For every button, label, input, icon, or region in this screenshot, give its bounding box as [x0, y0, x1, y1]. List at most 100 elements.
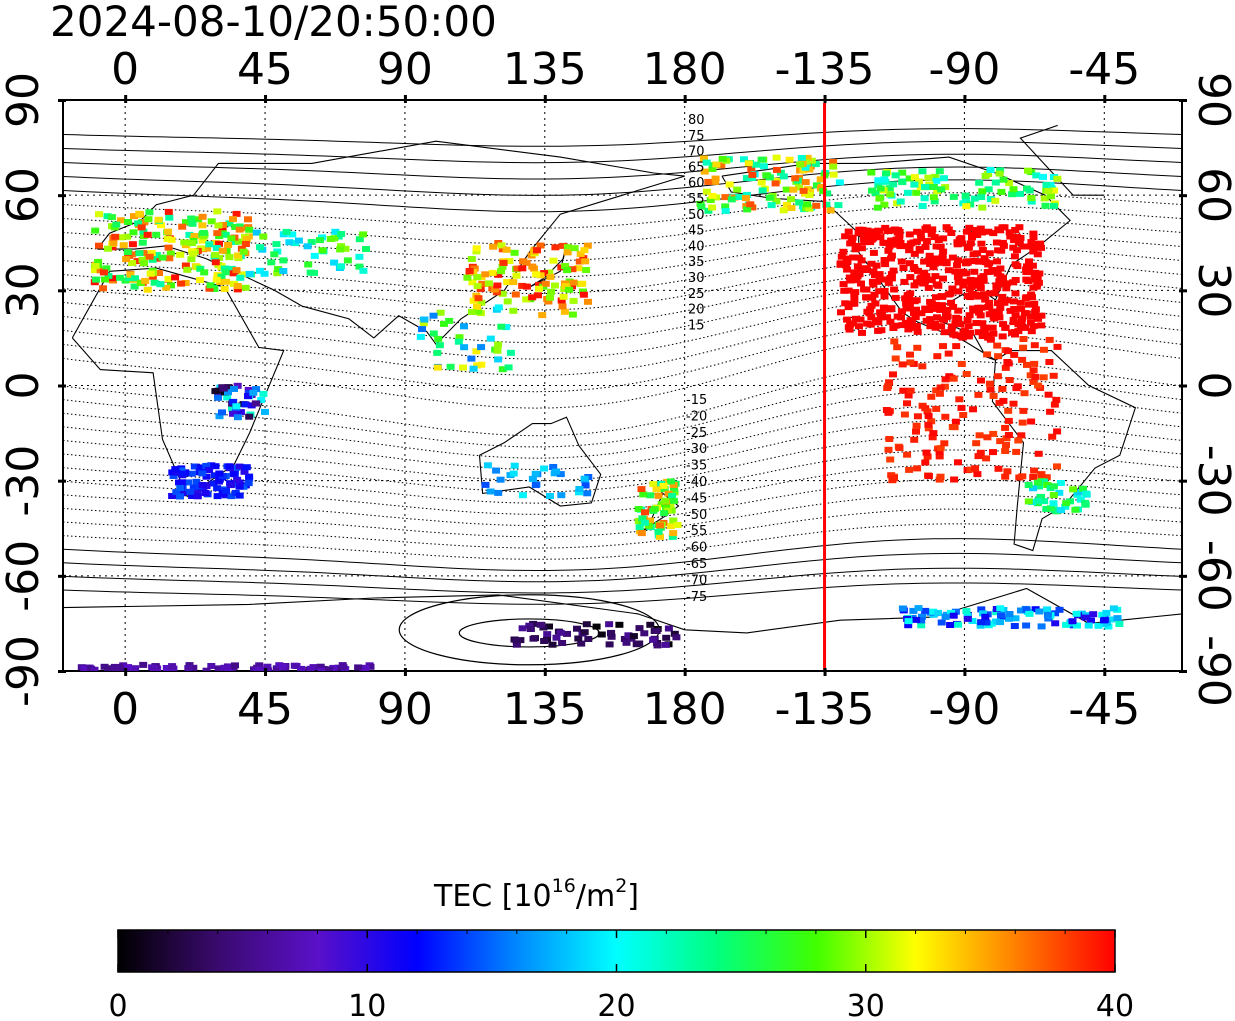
tec-cell — [147, 250, 156, 257]
tec-cell — [886, 275, 895, 281]
tec-cell — [509, 307, 518, 314]
tec-cell — [143, 286, 152, 293]
tec-cell — [906, 359, 915, 366]
tec-cell — [765, 194, 774, 201]
tec-cell — [136, 280, 145, 287]
tec-cell — [1009, 186, 1018, 193]
tec-cell — [435, 342, 444, 349]
tec-cell — [875, 288, 884, 295]
tec-cell — [897, 258, 906, 265]
tec-cell — [241, 241, 250, 247]
tec-cell — [934, 609, 943, 616]
tec-cell — [787, 205, 796, 211]
contour-label-north: 65 — [688, 160, 705, 175]
tec-cell — [905, 292, 913, 299]
tec-cell — [134, 220, 143, 227]
left-tick-label: 60 — [0, 167, 49, 223]
tec-cell — [888, 477, 897, 484]
tec-cell — [511, 291, 520, 298]
tec-cell — [963, 615, 972, 622]
tec-cell — [256, 267, 264, 274]
tec-cell — [949, 303, 958, 310]
tec-cell — [288, 231, 297, 238]
tec-cell — [235, 492, 244, 499]
tec-cell — [670, 485, 678, 492]
tec-cell — [942, 309, 951, 316]
tec-cell — [1034, 382, 1043, 389]
tec-cell — [1032, 172, 1041, 179]
tec-cell — [885, 379, 894, 386]
tec-cell — [1037, 474, 1046, 481]
tec-cell — [224, 242, 233, 248]
contour-line — [63, 153, 1182, 180]
tec-cell — [581, 258, 590, 265]
tec-cell — [850, 269, 859, 276]
tec-cell — [943, 313, 952, 320]
bottom-tick-label: 90 — [377, 684, 433, 735]
tec-cell — [891, 322, 900, 329]
contour-label-south: -40 — [686, 475, 707, 490]
tec-cell — [157, 222, 165, 229]
tec-cell — [957, 270, 966, 277]
tec-cell — [757, 156, 766, 163]
tec-cell — [1042, 506, 1051, 512]
tec-cell — [582, 267, 591, 273]
tec-cell — [966, 329, 974, 336]
tec-cell — [551, 282, 559, 289]
tec-cell — [898, 361, 907, 368]
tec-cell — [1019, 344, 1028, 351]
tec-cell — [518, 265, 527, 272]
coastline — [63, 587, 1182, 634]
tec-cell — [973, 471, 982, 478]
tec-cell — [193, 493, 202, 500]
tec-cell — [171, 466, 180, 473]
tec-cell — [993, 284, 1002, 291]
tec-cell — [871, 272, 879, 278]
tec-cell — [233, 476, 242, 483]
tec-cell — [727, 196, 736, 203]
tec-cell — [874, 319, 883, 326]
tec-cell — [977, 194, 986, 200]
tec-cell — [503, 279, 512, 286]
tec-cell — [1018, 419, 1027, 426]
tec-cell — [1073, 622, 1081, 629]
tec-cell — [976, 449, 985, 456]
tec-cell — [921, 607, 930, 614]
tec-cell — [913, 344, 922, 351]
contour-label-south: -55 — [686, 524, 707, 539]
tec-cell — [1012, 448, 1021, 455]
tec-cell — [885, 243, 894, 250]
tec-cell — [1005, 615, 1013, 622]
tec-cell — [829, 159, 838, 165]
tec-cell — [880, 201, 889, 208]
tec-cell — [843, 316, 852, 323]
tec-cell — [224, 389, 232, 396]
tec-cell — [700, 168, 709, 175]
contour-line — [63, 128, 1182, 147]
tec-cell — [329, 664, 338, 671]
tec-cell — [1003, 297, 1011, 304]
contour-label-south: -75 — [686, 590, 707, 605]
tec-cell — [279, 268, 288, 274]
tec-cell — [961, 331, 970, 338]
coastline — [478, 416, 602, 507]
tec-cell — [867, 169, 876, 176]
tec-cell — [164, 228, 173, 235]
tec-cell — [578, 280, 587, 287]
tec-cell — [883, 228, 892, 235]
tec-cell — [999, 242, 1008, 249]
tec-cell — [108, 275, 117, 282]
tec-cell — [1024, 167, 1032, 174]
tec-cell — [947, 299, 955, 306]
tec-cell — [129, 229, 138, 236]
tec-cell — [488, 269, 497, 276]
tec-cell — [290, 662, 299, 669]
tec-cell — [977, 240, 986, 247]
tec-cell — [871, 300, 880, 307]
tec-cell — [917, 622, 926, 629]
left-tick-mark — [58, 384, 66, 388]
tec-cell — [104, 665, 113, 671]
tec-cell — [978, 320, 987, 327]
tec-cell — [1017, 607, 1025, 614]
tec-cell — [937, 619, 946, 626]
